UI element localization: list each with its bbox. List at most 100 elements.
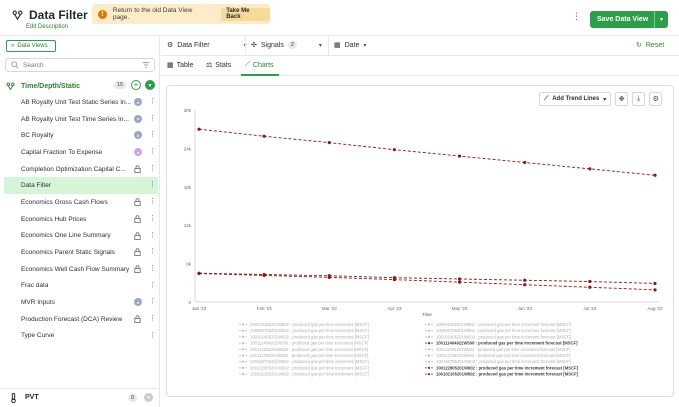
search-input[interactable] <box>23 61 133 69</box>
sidebar-item-label: Production Forecast (DCA) Review <box>21 315 123 323</box>
legend-marker <box>427 354 431 357</box>
sidebar-item[interactable]: Completion Optimization Capital C... ⋮ <box>4 161 158 178</box>
data-point <box>327 275 331 279</box>
sidebar-item[interactable]: Economics Well Cash Flow Summary ⋮ <box>4 261 158 278</box>
sidebar-item-label: Economics Hub Prices <box>21 215 87 223</box>
tab-stats[interactable]: ⚖ Stats <box>206 61 232 70</box>
reset-label: Reset <box>645 41 665 49</box>
save-dropdown-chevron-icon[interactable]: ▾ <box>654 11 668 28</box>
more-options-icon[interactable]: ⋮ <box>149 114 156 122</box>
chevron-down-icon: ▾ <box>318 42 322 49</box>
legend-entry: 100062705201W602 : produced gas per time… <box>250 328 369 333</box>
more-options-icon[interactable]: ⋮ <box>149 198 156 206</box>
settings-gear-icon[interactable]: ⚙ <box>649 92 663 106</box>
data-point <box>457 154 462 158</box>
tab-stats-label: Stats <box>215 61 232 69</box>
lock-icon <box>134 165 141 173</box>
sidebar-item[interactable]: Economics One Line Summary ⋮ <box>4 228 158 245</box>
sidebar-item[interactable]: MVR Inputs ● ⋮ <box>4 294 158 311</box>
sidebar-item[interactable]: Frac data ⋮ <box>4 278 158 295</box>
save-data-view-button[interactable]: Save Data View ▾ <box>590 11 668 28</box>
more-options-icon[interactable]: ⋮ <box>149 298 156 306</box>
trend-line-icon: ⟋ <box>544 95 549 102</box>
take-me-back-button[interactable]: Take Me Back <box>221 7 270 21</box>
sidebar-item-label: Data Filter <box>21 182 51 190</box>
data-filter-icon <box>12 10 23 20</box>
more-options-icon[interactable]: ⋮ <box>149 131 156 139</box>
data-point <box>523 283 527 287</box>
sidebar-item[interactable]: Economics Parent Static Signals ⋮ <box>4 244 158 261</box>
data-point <box>653 173 657 177</box>
sidebar-item-label: Frac data <box>21 282 49 290</box>
more-options-icon[interactable]: ⋮ <box>149 148 156 156</box>
filter-icon[interactable] <box>142 61 150 69</box>
sidebar-item[interactable]: Economics Hub Prices ⋮ <box>4 211 158 228</box>
data-point <box>392 278 397 282</box>
data-point <box>197 127 201 131</box>
sidebar-item[interactable]: Type Curve ⋮ <box>4 328 158 345</box>
data-point <box>197 271 201 276</box>
date-dropdown[interactable]: ▦ Date ▾ <box>334 41 366 50</box>
more-options-icon[interactable]: ⋮ <box>149 248 156 256</box>
data-point <box>327 141 331 145</box>
sidebar-item[interactable]: AB Royalty Unit Test Static Series In...… <box>4 94 158 111</box>
more-options-icon[interactable]: ⋮ <box>149 231 156 239</box>
sidebar-item[interactable]: Data Filter ⋮ <box>4 177 158 195</box>
x-tick-label: May '23 <box>452 306 468 311</box>
data-point <box>457 277 462 281</box>
sidebar-item[interactable]: Economics Gross Cash Flows ⋮ <box>4 194 158 211</box>
tab-charts[interactable]: ⟋ Charts <box>245 61 274 69</box>
sidebar-item[interactable]: AB Royalty Unit Test Time Series In... ● ⋮ <box>4 111 158 128</box>
group-label: Time/Depth/Static <box>21 82 80 90</box>
legend-entry: 100111705201W602 : produced gas per time… <box>250 353 368 358</box>
more-options-icon[interactable]: ⋮ <box>572 11 581 21</box>
legend-marker <box>427 366 431 369</box>
more-options-icon[interactable]: ⋮ <box>149 281 156 289</box>
legend-marker <box>241 348 245 351</box>
more-options-icon[interactable]: ⋮ <box>149 98 156 105</box>
sidebar-item-label: BC Royalty <box>21 132 54 140</box>
lock-icon <box>134 315 141 323</box>
sidebar-item-label: MVR Inputs <box>21 299 55 307</box>
double-chevron-left-icon: « <box>11 43 15 49</box>
x-tick-label: Jul '23 <box>583 306 596 311</box>
tab-table[interactable]: ▦ Table <box>167 61 193 70</box>
more-options-icon[interactable]: ⋮ <box>149 164 156 172</box>
more-options-icon[interactable]: ⋮ <box>149 181 156 189</box>
data-views-button[interactable]: « Data Views <box>6 40 56 52</box>
sidebar-item[interactable]: Capital Fraction To Expense ● ⋮ <box>4 144 158 161</box>
y-tick-label: 0 <box>188 300 191 305</box>
add-icon[interactable]: + <box>131 80 141 90</box>
sidebar-item-label: Economics One Line Summary <box>21 232 111 240</box>
more-options-icon[interactable]: ⋮ <box>149 314 156 322</box>
group-pvt[interactable]: PVT 0 ▾ <box>0 388 160 406</box>
pan-icon[interactable]: ✥ <box>615 92 629 106</box>
data-filter-dropdown[interactable]: ⚙ Data Filter ▾ <box>167 41 247 50</box>
chevron-down-icon[interactable]: ▾ <box>144 393 153 402</box>
data-filter-label: Data Filter <box>177 41 210 49</box>
more-options-icon[interactable]: ⋮ <box>149 331 156 339</box>
group-time-depth-static[interactable]: Time/Depth/Static 15 + ▾ <box>6 80 155 92</box>
page-header: Data Filter Edit Description ! Return to… <box>0 0 679 36</box>
more-options-icon[interactable]: ⋮ <box>149 264 156 272</box>
legend-entry: 100122805201W602 : produced gas per time… <box>250 365 369 370</box>
legend-marker <box>241 342 245 345</box>
reset-button[interactable]: ↻ Reset <box>636 41 665 50</box>
download-icon[interactable]: ⤓ <box>632 92 646 106</box>
filter-funnel-icon: ⚙ <box>167 42 174 49</box>
sidebar-item[interactable]: Production Forecast (DCA) Review ⋮ <box>4 311 158 328</box>
divider <box>328 36 329 56</box>
signals-count-badge: 2 <box>287 41 297 49</box>
chevron-down-icon[interactable]: ▾ <box>145 80 155 90</box>
signals-dropdown[interactable]: ✣ Signals 2 ▾ <box>251 41 322 49</box>
sidebar-item[interactable]: BC Royalty ● ⋮ <box>4 127 158 144</box>
edit-description-link[interactable]: Edit Description <box>26 24 69 30</box>
chart-toolbar: ⟋ Add Trend Lines ▾ ✥ ⤓ ⚙ <box>539 92 663 106</box>
data-point <box>457 280 462 284</box>
legend-marker <box>427 360 431 363</box>
pvt-count-badge: 0 <box>128 394 138 402</box>
series-line <box>198 273 656 291</box>
more-options-icon[interactable]: ⋮ <box>149 214 156 222</box>
add-trend-lines-button[interactable]: ⟋ Add Trend Lines ▾ <box>539 92 612 106</box>
y-tick-label: 12k <box>184 223 192 228</box>
